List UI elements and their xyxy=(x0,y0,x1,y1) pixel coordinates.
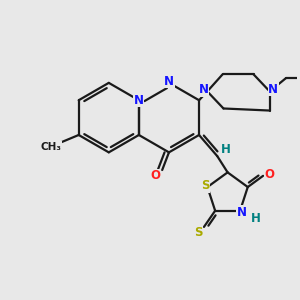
Text: CH₃: CH₃ xyxy=(40,142,61,152)
Text: N: N xyxy=(268,82,278,95)
Text: N: N xyxy=(199,83,209,96)
Text: O: O xyxy=(265,168,275,181)
Text: N: N xyxy=(134,94,144,107)
Text: N: N xyxy=(164,75,174,88)
Text: S: S xyxy=(194,226,203,239)
Text: S: S xyxy=(201,179,209,192)
Text: H: H xyxy=(221,143,231,156)
Text: H: H xyxy=(250,212,260,226)
Text: O: O xyxy=(151,169,161,182)
Text: N: N xyxy=(236,206,247,219)
